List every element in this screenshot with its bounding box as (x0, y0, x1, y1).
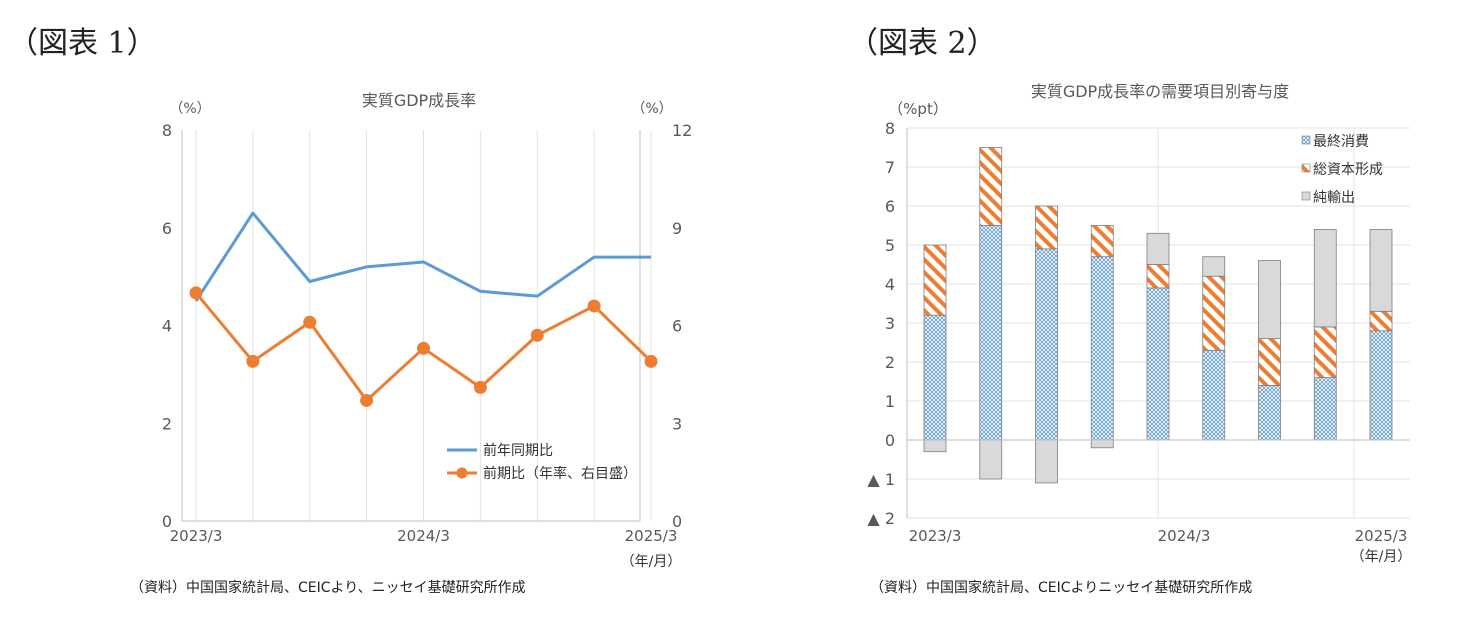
legend-swatch (1301, 191, 1311, 201)
y-tick-label: 6 (885, 197, 895, 216)
x-tick-label: 2023/3 (909, 527, 962, 545)
legend-marker (456, 467, 468, 479)
data-point-qoq (644, 354, 658, 368)
y-tick-label-left: 6 (162, 219, 172, 238)
bar-segment-net-exports (1313, 228, 1337, 328)
x-tick-label: 2023/3 (170, 527, 223, 545)
data-point-qoq (530, 328, 544, 342)
figure1-label: （図表 1） (8, 26, 157, 61)
legend-label: 前年同期比 (483, 442, 553, 459)
data-point-qoq (473, 380, 487, 394)
bar-segment-capital-formation (1313, 326, 1337, 378)
bar-segment-net-exports (979, 439, 1003, 480)
bar-segment-net-exports (1035, 439, 1058, 484)
legend-label: 純輸出 (1313, 190, 1355, 206)
y-tick-label: 5 (885, 236, 895, 255)
y-axis-unit-left: （%） (169, 101, 210, 117)
bar-segment-final-consumption (1090, 256, 1114, 441)
bar-segment-final-consumption (1369, 330, 1393, 441)
bar-segment-net-exports (1258, 260, 1281, 340)
x-tick-label: 2024/3 (1158, 527, 1211, 545)
y-tick-label: 3 (885, 314, 895, 333)
bar-segment-capital-formation (1035, 205, 1058, 250)
x-tick-label: 2025/3 (1355, 527, 1408, 545)
series-line-yoy (194, 211, 651, 302)
y-tick-label: ▲ 2 (867, 509, 895, 528)
data-point-qoq (360, 393, 374, 407)
y-tick-label-right: 3 (672, 414, 682, 433)
bar-segment-final-consumption (923, 314, 947, 441)
figure2-source-note: （資料）中国国家統計局、CEICよりニッセイ基礎研究所作成 (870, 580, 1253, 596)
y-axis-unit: （%pt） (888, 100, 948, 118)
bar-segment-net-exports (923, 439, 947, 453)
chart-title: 実質GDP成長率 (362, 91, 476, 110)
bar-segment-capital-formation (1090, 225, 1114, 258)
bar-segment-net-exports (1202, 256, 1226, 277)
y-tick-label-right: 0 (672, 512, 682, 531)
y-tick-label: 1 (885, 392, 895, 411)
y-tick-label: 4 (885, 275, 895, 294)
y-tick-label-right: 6 (672, 317, 682, 336)
figure2-label: （図表 2） (848, 26, 997, 61)
chart-title: 実質GDP成長率の需要項目別寄与度 (1031, 82, 1289, 101)
bar-segment-final-consumption (1258, 384, 1281, 441)
data-point-qoq (189, 286, 203, 300)
y-tick-label: 8 (885, 119, 895, 138)
data-point-qoq (417, 341, 430, 355)
y-axis-unit-right: （%） (631, 101, 672, 117)
data-point-qoq (246, 354, 260, 368)
bar-segment-capital-formation (1369, 310, 1393, 332)
y-tick-label-left: 2 (162, 414, 172, 433)
y-tick-label: 7 (885, 158, 895, 177)
y-tick-label: ▲ 1 (867, 470, 895, 489)
legend-swatch (1301, 163, 1311, 173)
data-point-qoq (303, 315, 317, 329)
legend-swatch (1301, 135, 1311, 145)
y-tick-label: 2 (885, 353, 895, 372)
data-point-qoq (587, 299, 601, 313)
y-tick-label-right: 12 (672, 121, 692, 140)
bar-segment-final-consumption (1146, 287, 1170, 441)
bar-segment-capital-formation (1258, 338, 1281, 386)
y-tick-label-left: 8 (162, 121, 172, 140)
legend-label: 総資本形成 (1313, 162, 1383, 178)
bar-segment-net-exports (1146, 232, 1170, 265)
y-tick-label-left: 4 (162, 317, 172, 336)
bar-segment-capital-formation (1202, 275, 1226, 351)
bar-segment-capital-formation (1146, 264, 1170, 289)
y-tick-label-right: 9 (672, 219, 682, 238)
bar-segment-capital-formation (923, 244, 947, 316)
legend-label: 最終消費 (1313, 134, 1369, 150)
bar-segment-net-exports (1369, 228, 1393, 312)
x-tick-label: 2024/3 (397, 527, 450, 545)
bar-segment-final-consumption (1202, 349, 1226, 441)
x-tick-label: 2025/3 (625, 527, 678, 545)
x-axis-unit: （年/月） (621, 554, 682, 570)
bar-segment-net-exports (1090, 439, 1114, 449)
figure1-source-note: （資料）中国国家統計局、CEICより、ニッセイ基礎研究所作成 (130, 580, 526, 596)
gdp-growth-line-chart: 実質GDP成長率 （%） （%） 0 2 4 6 8 0 3 6 9 12 2023/3 2024/3 202… (162, 91, 693, 570)
bar-segment-final-consumption (1313, 377, 1337, 441)
legend-label: 前期比（年率、右目盛） (483, 465, 637, 482)
bar-segment-final-consumption (1035, 248, 1058, 441)
bar-segment-capital-formation (979, 147, 1003, 226)
bar-segment-final-consumption (979, 225, 1003, 441)
y-tick-label-left: 0 (162, 512, 172, 531)
x-axis-unit: （年/月） (1351, 549, 1412, 565)
y-tick-label: 0 (885, 431, 895, 450)
